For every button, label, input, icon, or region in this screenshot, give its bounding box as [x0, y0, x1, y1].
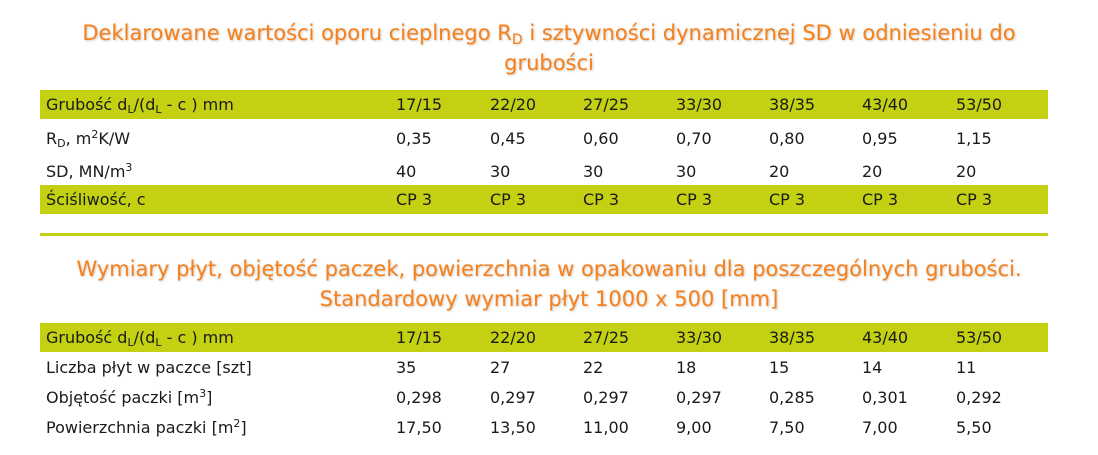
cell-value: 17/15	[396, 95, 443, 114]
cell-value: 0,297	[490, 388, 536, 407]
cell-value: 0,292	[956, 388, 1002, 407]
cell-value: 0,45	[490, 129, 526, 148]
cell-value: 20	[956, 162, 977, 181]
row-label: Objętość paczki [m3]	[46, 387, 213, 407]
cell-value: CP 3	[490, 190, 527, 209]
cell-value: 13,50	[490, 418, 536, 437]
cell-value: 30	[490, 162, 511, 181]
cell-value: 43/40	[862, 328, 909, 347]
cell-value: 0,298	[396, 388, 442, 407]
cell-value: 30	[676, 162, 697, 181]
cell-value: 0,95	[862, 129, 898, 148]
table2-header-row: Grubość dL/(dL - c ) mm 17/15 22/20 27/25 3…	[40, 323, 1048, 352]
section1-title: Deklarowane wartości oporu cieplnego RD …	[82, 21, 1016, 75]
cell-value: 40	[396, 162, 417, 181]
cell-value: 27	[490, 358, 511, 377]
cell-value: 1,15	[956, 129, 992, 148]
cell-value: 17,50	[396, 418, 442, 437]
table2-row-volume: Objętość paczki [m3] 0,298 0,297 0,297 0,29…	[40, 383, 1048, 412]
cell-value: 38/35	[769, 95, 816, 114]
cell-value: 0,285	[769, 388, 815, 407]
cell-value: 22/20	[490, 328, 537, 347]
cell-value: 43/40	[862, 95, 909, 114]
table1-row-compressibility: Ściśliwość, c CP 3 CP 3 CP 3 CP 3 CP 3 CP 3 CP…	[40, 185, 1048, 214]
cell-value: 22/20	[490, 95, 537, 114]
cell-value: 53/50	[956, 328, 1003, 347]
section-divider	[40, 233, 1048, 236]
cell-value: 20	[769, 162, 790, 181]
cell-value: 7,50	[769, 418, 805, 437]
cell-value: 20	[862, 162, 883, 181]
row-label: Ściśliwość, c	[46, 190, 146, 209]
cell-value: 0,297	[583, 388, 629, 407]
cell-value: 11,00	[583, 418, 629, 437]
cell-value: 0,70	[676, 129, 712, 148]
row-label: RD, m2K/W	[46, 128, 131, 150]
cell-value: 9,00	[676, 418, 712, 437]
row-label: SD, MN/m3	[46, 161, 133, 181]
row-label: Grubość dL/(dL - c ) mm	[46, 95, 234, 116]
cell-value: 35	[396, 358, 417, 377]
cell-value: 0,35	[396, 129, 432, 148]
cell-value: 38/35	[769, 328, 816, 347]
cell-value: 53/50	[956, 95, 1003, 114]
cell-value: 30	[583, 162, 604, 181]
cell-value: 14	[862, 358, 883, 377]
cell-value: CP 3	[583, 190, 620, 209]
cell-value: CP 3	[396, 190, 433, 209]
cell-value: 33/30	[676, 95, 723, 114]
cell-value: 18	[676, 358, 697, 377]
cell-value: 15	[769, 358, 790, 377]
row-label: Grubość dL/(dL - c ) mm	[46, 328, 234, 349]
table1-row-sd: SD, MN/m3 40 30 30 30 20 20 20	[40, 157, 1048, 186]
cell-value: CP 3	[956, 190, 993, 209]
cell-value: CP 3	[676, 190, 713, 209]
cell-value: 5,50	[956, 418, 992, 437]
cell-value: 11	[956, 358, 977, 377]
row-label: Liczba płyt w paczce [szt]	[46, 358, 252, 377]
cell-value: 0,297	[676, 388, 722, 407]
cell-value: CP 3	[862, 190, 899, 209]
cell-value: CP 3	[769, 190, 806, 209]
cell-value: 0,80	[769, 129, 805, 148]
cell-value: 17/15	[396, 328, 443, 347]
table2-row-area: Powierzchnia paczki [m2] 17,50 13,50 11,00…	[40, 413, 1048, 442]
cell-value: 27/25	[583, 95, 630, 114]
table2-row-count: Liczba płyt w paczce [szt] 35 27 22 18 15 14 1…	[40, 353, 1048, 382]
cell-value: 7,00	[862, 418, 898, 437]
cell-value: 0,301	[862, 388, 908, 407]
cell-value: 0,60	[583, 129, 619, 148]
cell-value: 22	[583, 358, 604, 377]
row-label: Powierzchnia paczki [m2]	[46, 417, 247, 437]
table1-row-rd: RD, m2K/W 0,35 0,45 0,60 0,70 0,80 0,95 1,15	[40, 124, 1048, 153]
section2-title: Wymiary płyt, objętość paczek, powierzch…	[76, 257, 1022, 311]
table1-header-row: Grubość dL/(dL - c ) mm 17/15 22/20 27/25 3…	[40, 90, 1048, 119]
cell-value: 27/25	[583, 328, 630, 347]
cell-value: 33/30	[676, 328, 723, 347]
